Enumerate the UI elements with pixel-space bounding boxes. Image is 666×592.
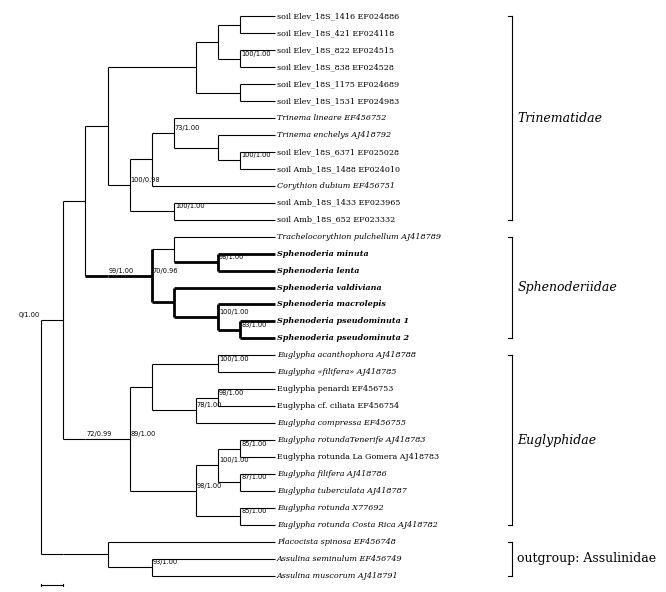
Text: Sphenoderia lenta: Sphenoderia lenta bbox=[276, 266, 359, 275]
Text: 100/1.00: 100/1.00 bbox=[175, 203, 204, 209]
Text: Sphenoderia pseudominuta 1: Sphenoderia pseudominuta 1 bbox=[276, 317, 409, 326]
Text: 100/0.98: 100/0.98 bbox=[131, 177, 161, 184]
Text: 0/1.00: 0/1.00 bbox=[18, 312, 39, 318]
Text: 83/1.00: 83/1.00 bbox=[241, 322, 266, 328]
Text: 73/1.00: 73/1.00 bbox=[175, 125, 200, 131]
Text: 98/1.00: 98/1.00 bbox=[197, 483, 222, 489]
Text: soil Elev_18S_6371 EF025028: soil Elev_18S_6371 EF025028 bbox=[276, 148, 399, 156]
Text: Euglypha rotundaTenerife AJ418783: Euglypha rotundaTenerife AJ418783 bbox=[276, 436, 425, 444]
Text: 85/1.00: 85/1.00 bbox=[241, 509, 266, 514]
Text: Euglypha tuberculata AJ418787: Euglypha tuberculata AJ418787 bbox=[276, 487, 406, 495]
Text: Euglypha acanthophora AJ418788: Euglypha acanthophora AJ418788 bbox=[276, 351, 416, 359]
Text: soil Elev_18S_1416 EF024886: soil Elev_18S_1416 EF024886 bbox=[276, 12, 399, 20]
Text: soil Elev_18S_838 EF024528: soil Elev_18S_838 EF024528 bbox=[276, 63, 394, 71]
Text: Euglypha compressa EF456755: Euglypha compressa EF456755 bbox=[276, 419, 406, 427]
Text: 87/1.00: 87/1.00 bbox=[241, 474, 266, 480]
Text: 100/1.00: 100/1.00 bbox=[241, 152, 270, 159]
Text: Trinema lineare EF456752: Trinema lineare EF456752 bbox=[276, 114, 386, 122]
Text: Sphenoderiidae: Sphenoderiidae bbox=[517, 281, 617, 294]
Text: Euglypha cf. ciliata EF456754: Euglypha cf. ciliata EF456754 bbox=[276, 402, 399, 410]
Text: Sphenoderia pseudominuta 2: Sphenoderia pseudominuta 2 bbox=[276, 334, 409, 342]
Text: 100/1.00: 100/1.00 bbox=[241, 51, 270, 57]
Text: 89/1.00: 89/1.00 bbox=[131, 431, 156, 437]
Text: Euglypha filifera AJ418786: Euglypha filifera AJ418786 bbox=[276, 470, 386, 478]
Text: Euglypha rotunda X77692: Euglypha rotunda X77692 bbox=[276, 504, 384, 512]
Text: 85/1.00: 85/1.00 bbox=[241, 440, 266, 446]
Text: Euglyphidae: Euglyphidae bbox=[517, 433, 597, 446]
Text: Assulina muscorum AJ418791: Assulina muscorum AJ418791 bbox=[276, 572, 398, 580]
Text: Euglypha «filifera» AJ418785: Euglypha «filifera» AJ418785 bbox=[276, 368, 396, 377]
Text: Corythion dubium EF456751: Corythion dubium EF456751 bbox=[276, 182, 395, 190]
Text: 70/0.96: 70/0.96 bbox=[153, 268, 178, 274]
Text: Euglypha rotunda Costa Rica AJ418782: Euglypha rotunda Costa Rica AJ418782 bbox=[276, 521, 438, 529]
Text: 93/1.00: 93/1.00 bbox=[153, 559, 178, 565]
Text: 99/1.00: 99/1.00 bbox=[109, 268, 134, 274]
Text: soil Amb_18S_1488 EF024010: soil Amb_18S_1488 EF024010 bbox=[276, 165, 400, 173]
Text: Assulina seminulum EF456749: Assulina seminulum EF456749 bbox=[276, 555, 402, 563]
Text: Trachelocorythion pulchellum AJ418789: Trachelocorythion pulchellum AJ418789 bbox=[276, 233, 441, 241]
Text: soil Elev_18S_421 EF024118: soil Elev_18S_421 EF024118 bbox=[276, 29, 394, 37]
Text: 98/1.00: 98/1.00 bbox=[219, 254, 244, 260]
Text: Sphenoderia minuta: Sphenoderia minuta bbox=[276, 250, 368, 258]
Text: Euglypha penardi EF456753: Euglypha penardi EF456753 bbox=[276, 385, 393, 393]
Text: soil Amb_18S_1433 EF023965: soil Amb_18S_1433 EF023965 bbox=[276, 199, 400, 207]
Text: Euglypha rotunda La Gomera AJ418783: Euglypha rotunda La Gomera AJ418783 bbox=[276, 453, 439, 461]
Text: Placocista spinosa EF456748: Placocista spinosa EF456748 bbox=[276, 538, 396, 546]
Text: Trinema enchelys AJ418792: Trinema enchelys AJ418792 bbox=[276, 131, 391, 139]
Text: soil Elev_18S_822 EF024515: soil Elev_18S_822 EF024515 bbox=[276, 46, 394, 54]
Text: 100/1.00: 100/1.00 bbox=[219, 458, 248, 464]
Text: 98/1.00: 98/1.00 bbox=[219, 390, 244, 395]
Text: soil Amb_18S_652 EF023332: soil Amb_18S_652 EF023332 bbox=[276, 215, 395, 224]
Text: Sphenoderia macrolepis: Sphenoderia macrolepis bbox=[276, 301, 386, 308]
Text: outgroup: Assulinidae: outgroup: Assulinidae bbox=[517, 552, 657, 565]
Text: Sphenoderia valdiviana: Sphenoderia valdiviana bbox=[276, 284, 382, 291]
Text: soil Elev_18S_1531 EF024983: soil Elev_18S_1531 EF024983 bbox=[276, 97, 399, 105]
Text: soil Elev_18S_1175 EF024689: soil Elev_18S_1175 EF024689 bbox=[276, 80, 399, 88]
Text: 72/0.99: 72/0.99 bbox=[87, 431, 112, 437]
Text: Trinematidae: Trinematidae bbox=[517, 111, 603, 124]
Text: 100/1.00: 100/1.00 bbox=[219, 309, 248, 315]
Text: 78/1.00: 78/1.00 bbox=[197, 403, 222, 408]
Text: 100/1.00: 100/1.00 bbox=[219, 356, 248, 362]
